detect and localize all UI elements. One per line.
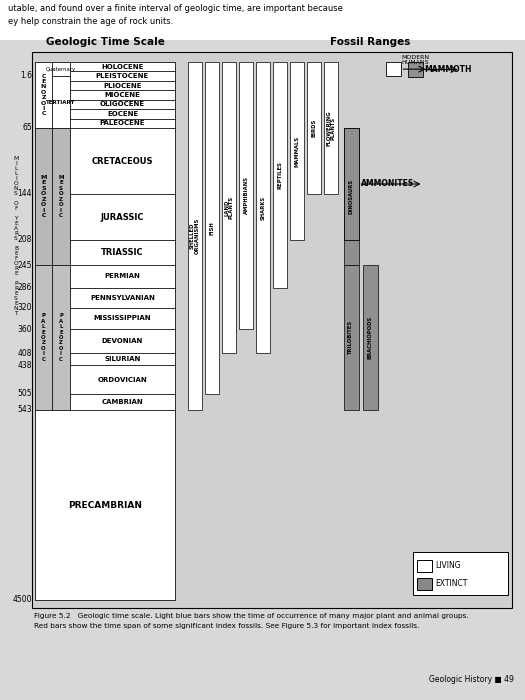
Text: DEVONIAN: DEVONIAN: [102, 338, 143, 344]
Text: LAND
PLANTS: LAND PLANTS: [224, 196, 234, 219]
FancyBboxPatch shape: [70, 329, 175, 353]
Text: TRILOBITES: TRILOBITES: [349, 321, 353, 355]
Text: MAMMOTH: MAMMOTH: [425, 65, 472, 74]
FancyBboxPatch shape: [52, 62, 70, 76]
FancyBboxPatch shape: [343, 265, 359, 410]
Text: REPTILES: REPTILES: [278, 161, 282, 189]
Text: MODERN
HUMANS: MODERN HUMANS: [402, 55, 429, 65]
Text: BIRDS: BIRDS: [311, 119, 317, 137]
Text: EXTINCT: EXTINCT: [435, 580, 467, 589]
Text: HOLOCENE: HOLOCENE: [101, 64, 144, 70]
FancyBboxPatch shape: [35, 62, 52, 128]
Text: TERTIARY: TERTIARY: [46, 99, 76, 104]
FancyBboxPatch shape: [52, 76, 70, 128]
Text: MAMMALS: MAMMALS: [295, 135, 299, 167]
FancyBboxPatch shape: [35, 62, 175, 600]
FancyBboxPatch shape: [413, 552, 508, 595]
Text: ORDOVICIAN: ORDOVICIAN: [98, 377, 148, 382]
FancyBboxPatch shape: [70, 194, 175, 240]
FancyBboxPatch shape: [32, 52, 512, 608]
Text: EOCENE: EOCENE: [107, 111, 138, 117]
Text: CAMBRIAN: CAMBRIAN: [102, 399, 143, 405]
Text: C
E
N
O
Z
O
I
C: C E N O Z O I C: [41, 74, 46, 116]
FancyBboxPatch shape: [70, 353, 175, 365]
FancyBboxPatch shape: [35, 410, 175, 600]
FancyBboxPatch shape: [70, 265, 175, 288]
Text: 1.6: 1.6: [20, 71, 32, 80]
Text: FISH: FISH: [209, 221, 215, 235]
Text: AMMONITES: AMMONITES: [361, 179, 414, 188]
FancyBboxPatch shape: [407, 62, 423, 77]
FancyBboxPatch shape: [324, 62, 338, 194]
FancyBboxPatch shape: [273, 62, 287, 288]
Text: PENNSYLVANIAN: PENNSYLVANIAN: [90, 295, 155, 301]
FancyBboxPatch shape: [52, 128, 70, 265]
Text: 65: 65: [22, 123, 32, 132]
FancyBboxPatch shape: [70, 109, 175, 118]
Text: BRACHIOPODS: BRACHIOPODS: [368, 316, 373, 359]
FancyBboxPatch shape: [70, 365, 175, 394]
Text: Geologic Time Scale: Geologic Time Scale: [46, 37, 164, 47]
FancyBboxPatch shape: [290, 62, 304, 240]
Text: FLOWERING
PLANTS: FLOWERING PLANTS: [326, 110, 336, 146]
FancyBboxPatch shape: [188, 62, 202, 410]
Text: TRIASSIC: TRIASSIC: [101, 248, 144, 257]
FancyBboxPatch shape: [205, 62, 219, 394]
FancyBboxPatch shape: [256, 62, 270, 353]
Text: ey help constrain the age of rock units.: ey help constrain the age of rock units.: [8, 17, 173, 26]
Text: PALEOCENE: PALEOCENE: [100, 120, 145, 126]
Text: DINOSAURS: DINOSAURS: [349, 179, 353, 214]
Text: 360: 360: [17, 325, 32, 333]
FancyBboxPatch shape: [70, 128, 175, 194]
Text: Figure 5.2   Geologic time scale. Light blue bars show the time of occurrence of: Figure 5.2 Geologic time scale. Light bl…: [34, 613, 469, 619]
FancyBboxPatch shape: [417, 559, 432, 571]
FancyBboxPatch shape: [239, 62, 253, 329]
FancyBboxPatch shape: [222, 62, 236, 353]
Text: PLIOCENE: PLIOCENE: [103, 83, 142, 89]
Text: AMPHIBIANS: AMPHIBIANS: [244, 176, 248, 214]
Text: 408: 408: [17, 349, 32, 358]
Text: Geologic History ■ 49: Geologic History ■ 49: [429, 675, 514, 684]
Text: LIVING: LIVING: [435, 561, 460, 570]
FancyBboxPatch shape: [35, 265, 52, 410]
Text: SHARKS: SHARKS: [260, 195, 266, 220]
Text: 505: 505: [17, 389, 32, 398]
FancyBboxPatch shape: [70, 394, 175, 410]
Text: MISSISSIPPIAN: MISSISSIPPIAN: [93, 316, 151, 321]
Text: Red bars show the time span of some significant index fossils. See Figure 5.3 fo: Red bars show the time span of some sign…: [34, 623, 419, 629]
FancyBboxPatch shape: [70, 71, 175, 81]
Text: SILURIAN: SILURIAN: [104, 356, 141, 362]
FancyBboxPatch shape: [70, 81, 175, 90]
FancyBboxPatch shape: [70, 288, 175, 308]
Text: P
A
L
E
O
Z
O
I
C: P A L E O Z O I C: [41, 314, 46, 362]
FancyBboxPatch shape: [0, 0, 525, 40]
FancyBboxPatch shape: [385, 62, 401, 76]
Text: 543: 543: [17, 405, 32, 414]
Text: PERMIAN: PERMIAN: [104, 274, 141, 279]
Text: 4500: 4500: [13, 596, 32, 605]
Text: SHELLED
ORGANISMS: SHELLED ORGANISMS: [190, 218, 200, 254]
FancyBboxPatch shape: [343, 128, 359, 240]
Text: M
E
S
O
Z
O
I
C: M E S O Z O I C: [58, 175, 64, 218]
Text: 286: 286: [18, 284, 32, 293]
FancyBboxPatch shape: [70, 308, 175, 329]
Text: MIOCENE: MIOCENE: [104, 92, 141, 98]
Text: PRECAMBRIAN: PRECAMBRIAN: [68, 500, 142, 510]
FancyBboxPatch shape: [70, 62, 175, 71]
FancyBboxPatch shape: [52, 265, 70, 410]
FancyBboxPatch shape: [343, 128, 359, 265]
Text: PLEISTOCENE: PLEISTOCENE: [96, 73, 149, 79]
Text: Quaternary: Quaternary: [46, 66, 76, 71]
FancyBboxPatch shape: [70, 90, 175, 99]
FancyBboxPatch shape: [35, 128, 52, 265]
Text: 320: 320: [17, 304, 32, 312]
Text: 245: 245: [17, 260, 32, 270]
FancyBboxPatch shape: [70, 99, 175, 109]
Text: P
A
L
E
O
Z
O
I
C: P A L E O Z O I C: [59, 314, 63, 362]
FancyBboxPatch shape: [70, 240, 175, 265]
Text: JURASSIC: JURASSIC: [101, 213, 144, 221]
Text: Fossil Ranges: Fossil Ranges: [330, 37, 410, 47]
FancyBboxPatch shape: [307, 62, 321, 194]
FancyBboxPatch shape: [417, 578, 432, 590]
